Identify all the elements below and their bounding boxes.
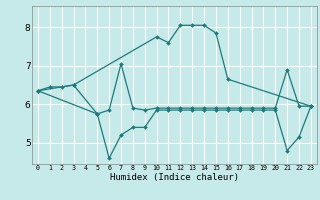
X-axis label: Humidex (Indice chaleur): Humidex (Indice chaleur) (110, 173, 239, 182)
